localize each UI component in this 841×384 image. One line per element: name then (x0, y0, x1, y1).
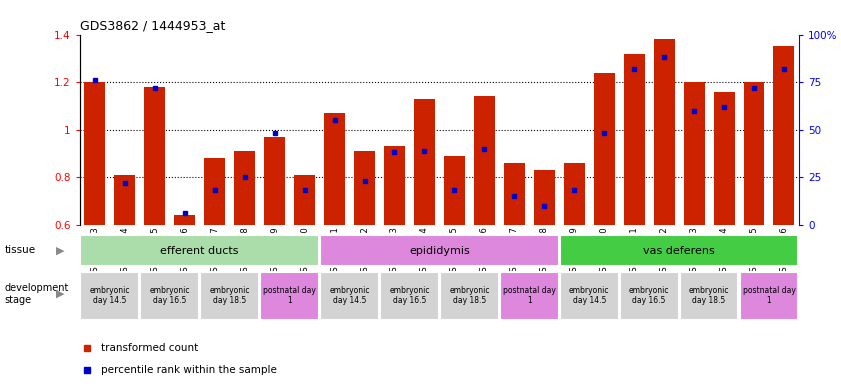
Bar (560, 272, 619, 319)
Text: epididymis: epididymis (409, 245, 470, 256)
Text: embryonic
day 16.5: embryonic day 16.5 (150, 286, 190, 305)
Text: embryonic
day 16.5: embryonic day 16.5 (629, 286, 669, 305)
Bar (200, 272, 259, 319)
Bar (354, 151, 375, 225)
Bar (560, 235, 798, 266)
Text: ▶: ▶ (56, 245, 65, 255)
Bar (260, 272, 319, 319)
Text: development
stage: development stage (4, 283, 69, 305)
Bar (380, 272, 439, 319)
Bar (145, 87, 166, 225)
Bar (504, 163, 525, 225)
Text: embryonic
day 14.5: embryonic day 14.5 (569, 286, 610, 305)
Bar (680, 272, 738, 319)
Text: embryonic
day 16.5: embryonic day 16.5 (389, 286, 430, 305)
Bar (384, 146, 405, 225)
Text: embryonic
day 14.5: embryonic day 14.5 (330, 286, 370, 305)
Bar (324, 113, 345, 225)
Bar (563, 163, 584, 225)
Bar (653, 39, 674, 225)
Bar (534, 170, 555, 225)
Bar (320, 235, 558, 266)
Bar (594, 73, 615, 225)
Text: ▶: ▶ (56, 289, 65, 299)
Bar (320, 272, 379, 319)
Bar (774, 46, 795, 225)
Bar (414, 99, 435, 225)
Text: efferent ducts: efferent ducts (161, 245, 239, 256)
Text: postnatal day
1: postnatal day 1 (263, 286, 316, 305)
Bar (140, 272, 199, 319)
Bar (713, 92, 734, 225)
Text: percentile rank within the sample: percentile rank within the sample (102, 365, 278, 375)
Bar (264, 137, 285, 225)
Bar (620, 272, 679, 319)
Bar (81, 272, 140, 319)
Text: embryonic
day 18.5: embryonic day 18.5 (449, 286, 489, 305)
Text: tissue: tissue (4, 245, 35, 255)
Text: embryonic
day 18.5: embryonic day 18.5 (689, 286, 729, 305)
Text: vas deferens: vas deferens (643, 245, 715, 256)
Bar (624, 54, 645, 225)
Text: GDS3862 / 1444953_at: GDS3862 / 1444953_at (80, 19, 225, 32)
Bar (440, 272, 499, 319)
Bar (234, 151, 255, 225)
Bar (743, 82, 764, 225)
Bar (84, 82, 105, 225)
Text: embryonic
day 14.5: embryonic day 14.5 (90, 286, 130, 305)
Text: transformed count: transformed count (102, 343, 198, 353)
Bar (204, 158, 225, 225)
Bar (444, 156, 465, 225)
Bar (294, 175, 315, 225)
Text: postnatal day
1: postnatal day 1 (503, 286, 556, 305)
Bar (174, 215, 195, 225)
Text: embryonic
day 18.5: embryonic day 18.5 (209, 286, 250, 305)
Text: postnatal day
1: postnatal day 1 (743, 286, 796, 305)
Bar (500, 272, 558, 319)
Bar (81, 235, 319, 266)
Bar (114, 175, 135, 225)
Bar (473, 96, 495, 225)
Bar (739, 272, 798, 319)
Bar (684, 82, 705, 225)
